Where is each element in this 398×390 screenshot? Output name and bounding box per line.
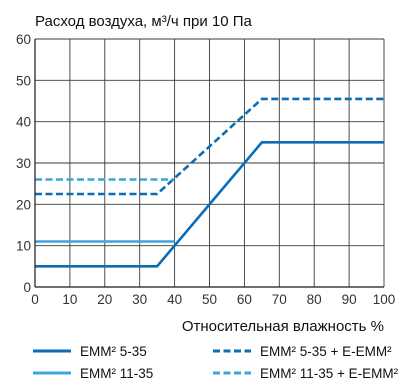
legend-label: EMM² 11-35 (80, 366, 153, 381)
x-tick-label: 60 (237, 292, 252, 307)
legend-item: EMM² 5-35 (33, 344, 147, 359)
chart-title: Расход воздуха, м³/ч при 10 Па (35, 13, 252, 30)
y-tick-label: 30 (16, 156, 31, 171)
y-tick-label: 40 (16, 115, 31, 130)
x-tick-label: 20 (97, 292, 112, 307)
series-lines (35, 97, 384, 268)
legend-item: EMM² 11-35 (33, 366, 153, 381)
x-tick-label: 30 (132, 292, 147, 307)
y-tick-label: 10 (16, 239, 31, 254)
x-tick-label: 100 (373, 292, 396, 307)
tick-labels: 0 10 20 30 40 50 60 70 80 90 100 0 10 20 30 40 50 60 (16, 32, 395, 307)
legend-item: EMM² 5-35 + E-EMM² (213, 344, 392, 359)
legend-label: EMM² 11-35 + E-EMM² (260, 366, 398, 381)
x-tick-label: 50 (202, 292, 217, 307)
y-tick-label: 20 (16, 197, 31, 212)
x-tick-label: 10 (62, 292, 77, 307)
grid (35, 38, 385, 287)
x-axis-title: Относительная влажность % (182, 318, 384, 335)
legend-label: EMM² 5-35 + E-EMM² (260, 344, 392, 359)
y-tick-label: 50 (16, 73, 31, 88)
series-line-1 (35, 141, 384, 268)
y-tick-label: 60 (16, 32, 31, 47)
x-tick-label: 70 (272, 292, 287, 307)
x-tick-label: 80 (307, 292, 322, 307)
legend: EMM² 5-35 EMM² 11-35 EMM² 5-35 + E-EMM² EMM… (33, 344, 398, 381)
x-tick-label: 90 (342, 292, 357, 307)
legend-item: EMM² 11-35 + E-EMM² (213, 366, 398, 381)
x-tick-label: 0 (31, 292, 39, 307)
legend-label: EMM² 5-35 (80, 344, 147, 359)
axes (34, 39, 384, 288)
series-line-3 (35, 97, 384, 196)
x-tick-label: 40 (167, 292, 182, 307)
y-tick-label: 0 (23, 280, 31, 295)
